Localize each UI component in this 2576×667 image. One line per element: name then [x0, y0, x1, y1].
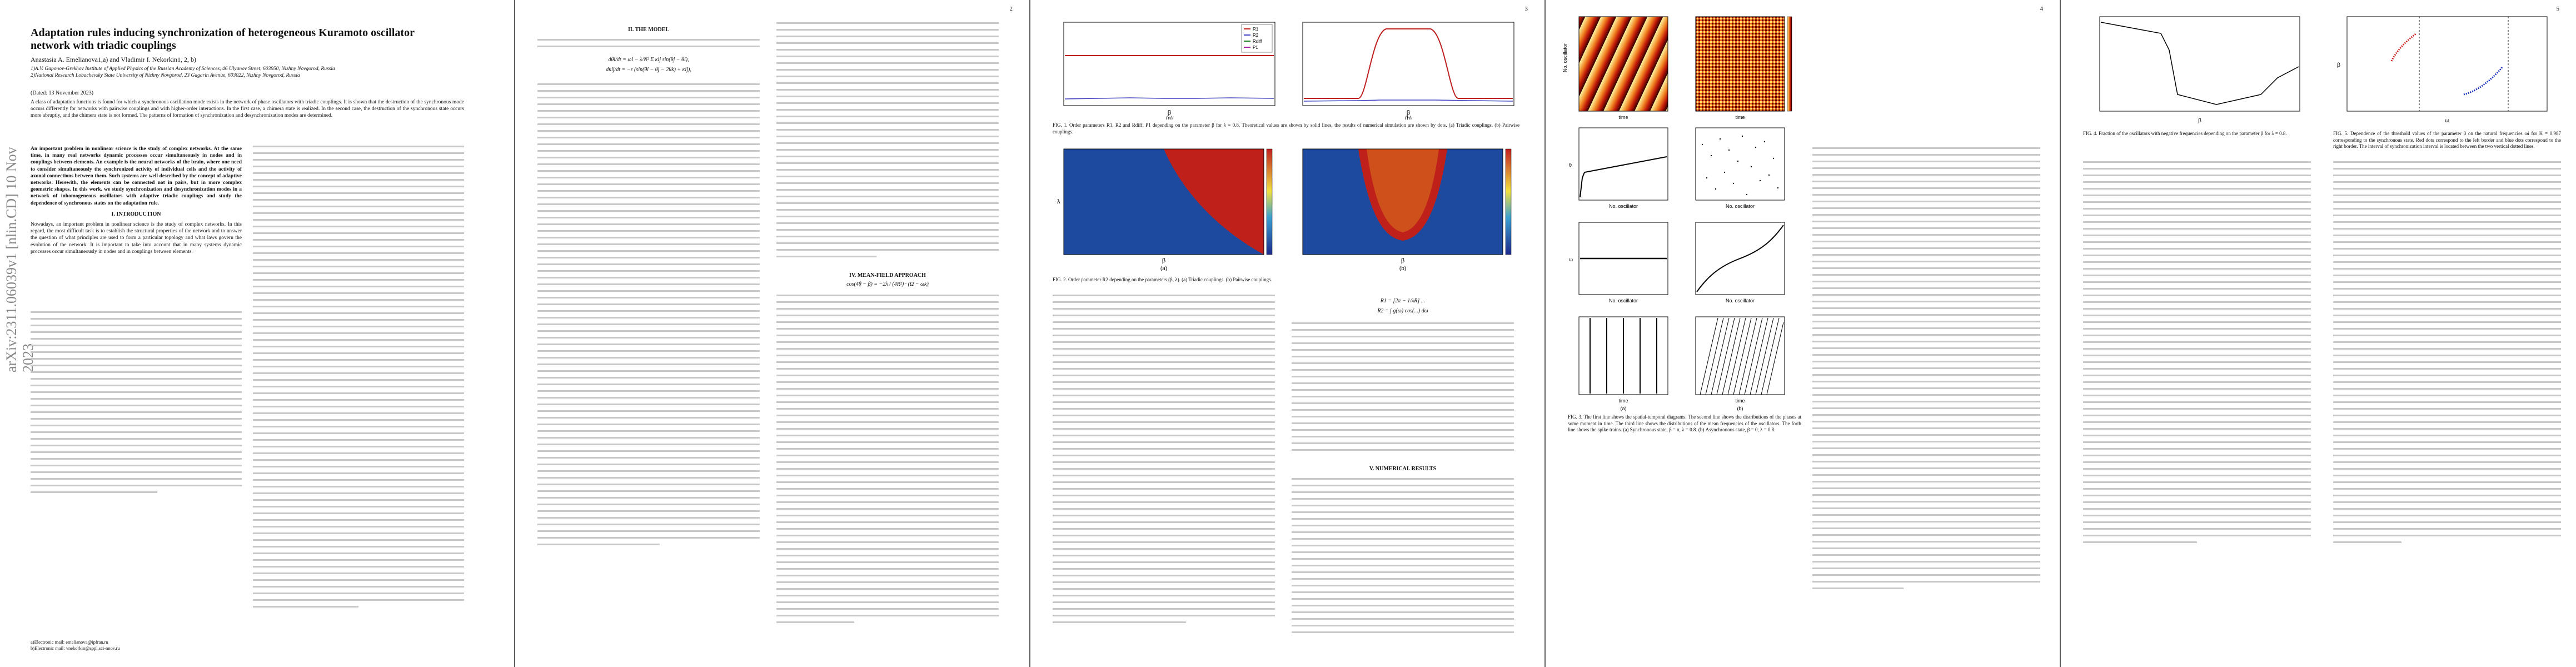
equation-1b: dκij/dt = −ε (sin(θi − θj − 2θk) + κij),	[606, 67, 691, 73]
fig1b-line-R1	[1304, 28, 1513, 99]
fig2a-panel: (a)	[1160, 266, 1167, 272]
equation-6: cos(4θ − β) = −2λ / (4R²) · (Ω − ωk)	[846, 281, 929, 287]
section-intro: I. INTRODUCTION	[111, 211, 161, 217]
fig3b-phases: No. oscillator	[1695, 127, 1785, 209]
fig3b-freq-x: No. oscillator	[1726, 298, 1755, 303]
fig3a-phase-y: θ	[1569, 162, 1572, 168]
fig3b-phase-x: No. oscillator	[1726, 203, 1755, 209]
lead-paragraph: An important problem in nonlinear scienc…	[31, 146, 242, 206]
fig3b-spikes: time (b)	[1695, 316, 1785, 411]
fig2b-xlabel: β	[1401, 257, 1404, 264]
page-1: arXiv:2311.06039v1 [nlin.CD] 10 Nov 2023…	[0, 0, 514, 667]
intro-text: Nowadays, an important problem in nonlin…	[31, 222, 242, 255]
page-5: 5 β FIG. 4. Fraction of the oscillators …	[2061, 0, 2576, 667]
paper-title: Adaptation rules inducing synchronizatio…	[31, 27, 415, 52]
fig3a-phases: No. oscillator θ	[1569, 127, 1668, 209]
fig3a-ylabel: No. oscillator	[1562, 43, 1568, 72]
figure-5: ω β	[2337, 16, 2548, 124]
fig2a-ylabel: λ	[1057, 198, 1060, 205]
section-numerical: V. NUMERICAL RESULTS	[1369, 466, 1437, 472]
figure-1-caption: FIG. 1. Order parameters R1, R2 and Rdif…	[1053, 122, 1519, 135]
fig1a-plot: β (a) R1 R2 Rdiff P1	[1063, 22, 1275, 120]
fig3a-time: time	[1618, 115, 1628, 120]
fig5-ylabel: β	[2337, 62, 2340, 68]
page-4: 4 time No. oscillator time	[1546, 0, 2060, 667]
page3-left-text	[1053, 295, 1275, 628]
fig1b-plot: β (b)	[1302, 22, 1514, 120]
equation-1a: dθi/dt = ωi − λ/N² Σ κij sin(θj − θi),	[608, 57, 689, 63]
figure-2-caption: FIG. 2. Order parameter R2 depending on …	[1053, 277, 1272, 282]
page-number: 5	[2556, 6, 2560, 12]
section-model: II. THE MODEL	[628, 27, 669, 33]
model-text-2	[537, 83, 760, 550]
page-number: 3	[1524, 6, 1528, 12]
equation-13: R2 = ∫ g(ω) cos(...) dω	[1377, 308, 1428, 315]
body-text-lines-right	[253, 146, 464, 613]
figure-3-caption: FIG. 3. The first line shows the spatial…	[1568, 414, 1801, 432]
footnotes: a)Electronic mail: emelianova@ipfran.ru …	[31, 639, 120, 651]
fig3b-spatiotemporal: time	[1695, 16, 1792, 120]
page-number: 2	[1009, 6, 1013, 12]
page4-right-text	[1812, 147, 2040, 594]
section-meanfield: IV. MEAN-FIELD APPROACH	[849, 272, 926, 278]
fig3a-phase-x: No. oscillator	[1609, 203, 1638, 209]
fig3a-spikes: time (a)	[1578, 316, 1668, 411]
page5-right-text	[2333, 161, 2561, 548]
fig3a-freq-y: ω	[1569, 257, 1573, 262]
date: (Dated: 13 November 2023)	[31, 90, 94, 96]
fig3a-spatiotemporal: time No. oscillator	[1562, 16, 1668, 120]
meanfield-text	[776, 295, 999, 628]
fig3b-spike-x: time	[1735, 398, 1745, 404]
abstract: A class of adaptation functions is found…	[31, 99, 464, 118]
fig3b-panel: (b)	[1737, 406, 1743, 411]
fig1b-panel: (b)	[1405, 116, 1412, 120]
figure-1: β (a) R1 R2 Rdiff P1 β (b)	[1063, 22, 1514, 120]
fig3a-frequencies: No. oscillator ω	[1569, 222, 1668, 303]
page-2: 2 II. THE MODEL dθi/dt = ωi − λ/N² Σ κij…	[515, 0, 1029, 667]
fig1a-line-R2	[1064, 97, 1274, 99]
fig1b-line-R2	[1303, 99, 1513, 102]
fig3b-frequencies: No. oscillator	[1695, 222, 1785, 303]
stationary-text	[776, 22, 999, 262]
fig1a-xlabel: β	[1168, 109, 1171, 116]
fig1b-xlabel: β	[1407, 109, 1410, 116]
numerical-text	[1292, 478, 1514, 638]
fig5-blue-points	[2463, 66, 2504, 96]
figure-2: β λ (a) β (b)	[1057, 148, 1512, 272]
fig3b-time: time	[1735, 115, 1745, 120]
fig3a-panel: (a)	[1621, 406, 1627, 411]
page-number: 4	[2040, 6, 2044, 12]
page-3: 3 β (a) R1 R2 Rdiff P1 β (b) FIG. 1. Ord…	[1030, 0, 1544, 667]
page3-right-text	[1292, 322, 1514, 456]
fig3a-freq-x: No. oscillator	[1609, 298, 1638, 303]
fig3b-phase-dots	[1701, 135, 1779, 196]
figure-5-caption: FIG. 5. Dependence of the threshold valu…	[2333, 131, 2561, 149]
fig1a-legend-3: Rdiff	[1253, 39, 1262, 44]
fig2b-panel: (b)	[1399, 266, 1406, 272]
arxiv-stamp: arXiv:2311.06039v1 [nlin.CD] 10 Nov 2023	[3, 147, 36, 372]
figure-3: time No. oscillator time No. oscillator …	[1562, 16, 1792, 411]
fig2b-heatmap: β (b)	[1302, 148, 1512, 272]
model-text	[537, 39, 760, 52]
fig2a-xlabel: β	[1162, 257, 1165, 264]
authors: Anastasia A. Emelianova1,a) and Vladimir…	[31, 56, 197, 63]
fig5-xlabel: ω	[2445, 118, 2449, 124]
page5-left-text	[2083, 161, 2311, 548]
equation-12: R1 = [2π − 1/λR] ...	[1380, 298, 1426, 304]
fig1a-panel: (a)	[1166, 116, 1173, 120]
fig4-curve	[2100, 22, 2299, 105]
fig5-red-points	[2390, 32, 2417, 62]
fig1a-legend-2: R2	[1253, 33, 1259, 38]
fig2a-heatmap: β λ (a)	[1057, 148, 1273, 272]
fig4-xlabel: β	[2198, 118, 2201, 124]
fig1a-legend-4: P1	[1253, 45, 1258, 50]
fig1a-legend-1: R1	[1253, 27, 1259, 32]
fig3a-spike-x: time	[1618, 398, 1628, 404]
figure-4: β	[2099, 16, 2300, 124]
figure-4-caption: FIG. 4. Fraction of the oscillators with…	[2083, 131, 2287, 136]
body-text-lines	[31, 311, 242, 498]
affiliations: 1)A.V. Gaponov-Grekhov Institute of Appl…	[31, 66, 335, 78]
